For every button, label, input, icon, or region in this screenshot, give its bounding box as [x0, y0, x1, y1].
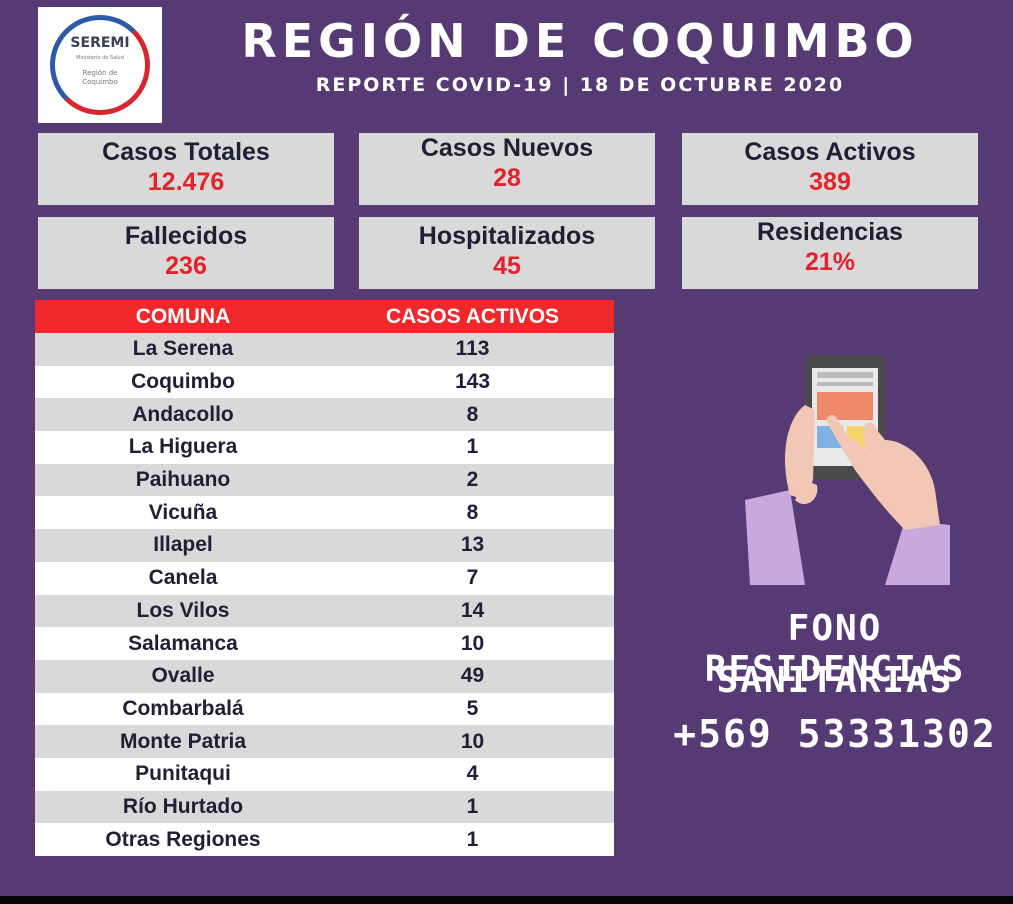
comuna-cell: Salamanca [128, 631, 238, 655]
seremi-logo: SEREMI Ministerio de Salud Región de Coq… [38, 7, 162, 123]
table-row: Salamanca 10 [35, 627, 614, 660]
table-row: Ovalle 49 [35, 659, 614, 693]
fono-phone: +569 53331302 [673, 712, 997, 756]
page-title: REGIÓN DE COQUIMBO [241, 14, 919, 68]
table-header: COMUNA CASOS ACTIVOS [35, 300, 614, 333]
header-casos-activos: CASOS ACTIVOS [385, 304, 560, 328]
casos-cell: 8 [466, 402, 479, 426]
comuna-cell: Otras Regiones [105, 827, 261, 851]
table-row: Paihuano 2 [35, 463, 614, 497]
comuna-cell: Coquimbo [131, 370, 235, 394]
fono-line1: FONO RESIDENCIAS [704, 608, 966, 690]
casos-cell: 10 [460, 729, 485, 753]
page-subtitle: REPORTE COVID-19 | 18 DE OCTUBRE 2020 [315, 74, 845, 96]
stat-casos-activos: Casos Activos 389 [682, 133, 978, 205]
casos-cell: 49 [460, 664, 485, 688]
casos-cell: 10 [460, 631, 485, 655]
table-row: La Higuera 1 [35, 431, 614, 464]
stat-label: Fallecidos [124, 222, 248, 250]
casos-cell: 4 [466, 762, 479, 786]
stat-hospitalizados: Hospitalizados 45 [359, 217, 655, 289]
table-body: La Serena 113 Coquimbo 143 Andacollo 8 La H… [35, 333, 614, 856]
comuna-cell: La Serena [132, 337, 234, 361]
comuna-cell: Paihuano [135, 468, 231, 492]
stat-label: Casos Nuevos [420, 134, 594, 162]
comuna-cell: Canela [148, 566, 218, 590]
casos-activos-table: COMUNA CASOS ACTIVOS La Serena 113 Coquim… [35, 300, 614, 856]
casos-cell: 7 [466, 566, 479, 590]
comuna-cell: Illapel [153, 533, 213, 557]
logo-ring-icon [50, 15, 150, 115]
table-row: Coquimbo 143 [35, 365, 614, 399]
comuna-cell: La Higuera [128, 435, 238, 459]
casos-cell: 143 [454, 370, 491, 394]
casos-cell: 1 [466, 827, 479, 851]
table-row: Monte Patria 10 [35, 725, 614, 758]
comuna-cell: Combarbalá [122, 696, 244, 720]
stat-value: 389 [809, 168, 851, 196]
stat-casos-nuevos: Casos Nuevos 28 [359, 133, 655, 205]
casos-cell: 14 [460, 598, 485, 622]
logo-region: Región de Coquimbo [38, 69, 162, 87]
stat-label: Casos Totales [102, 138, 270, 166]
comuna-cell: Monte Patria [119, 729, 247, 753]
table-row: Andacollo 8 [35, 398, 614, 432]
table-row: Punitaqui 4 [35, 757, 614, 791]
fono-line2: SANITARIAS [716, 660, 954, 701]
logo-subtitle: Ministerio de Salud [76, 55, 124, 61]
stat-value: 45 [493, 252, 521, 280]
logo-region-line1: Región de [82, 69, 118, 77]
table-row: Los Vilos 14 [35, 594, 614, 628]
table-row: La Serena 113 [35, 333, 614, 366]
casos-cell: 1 [466, 794, 479, 818]
casos-cell: 1 [466, 435, 479, 459]
bottom-bar [0, 896, 1013, 904]
logo-title: SEREMI [70, 35, 130, 51]
stat-label: Hospitalizados [418, 222, 596, 250]
table-row: Canela 7 [35, 561, 614, 595]
stat-casos-totales: Casos Totales 12.476 [38, 133, 334, 205]
table-row: Vicuña 8 [35, 496, 614, 530]
stat-value: 236 [165, 252, 207, 280]
comuna-cell: Vicuña [148, 500, 218, 524]
stat-residencias: Residencias 21% [682, 217, 978, 289]
header-comuna: COMUNA [135, 304, 231, 328]
hands-holding-phone-icon [735, 350, 965, 585]
comuna-cell: Los Vilos [136, 598, 230, 622]
casos-cell: 113 [455, 337, 490, 361]
stat-label: Casos Activos [744, 138, 916, 166]
stat-value: 12.476 [147, 168, 225, 196]
stat-fallecidos: Fallecidos 236 [38, 217, 334, 289]
comuna-cell: Ovalle [151, 664, 215, 688]
table-row: Río Hurtado 1 [35, 790, 614, 824]
table-row: Combarbalá 5 [35, 692, 614, 726]
stat-label: Residencias [757, 218, 903, 246]
table-row: Illapel 13 [35, 529, 614, 562]
logo-region-line2: Coquimbo [82, 78, 118, 86]
stat-value: 28 [493, 164, 521, 192]
stat-value: 21% [804, 248, 856, 276]
casos-cell: 8 [466, 500, 479, 524]
casos-cell: 5 [466, 696, 479, 720]
comuna-cell: Punitaqui [135, 762, 231, 786]
table-row: Otras Regiones 1 [35, 823, 614, 856]
casos-cell: 13 [460, 533, 485, 557]
comuna-cell: Río Hurtado [122, 794, 244, 818]
comuna-cell: Andacollo [132, 402, 234, 426]
casos-cell: 2 [466, 468, 479, 492]
